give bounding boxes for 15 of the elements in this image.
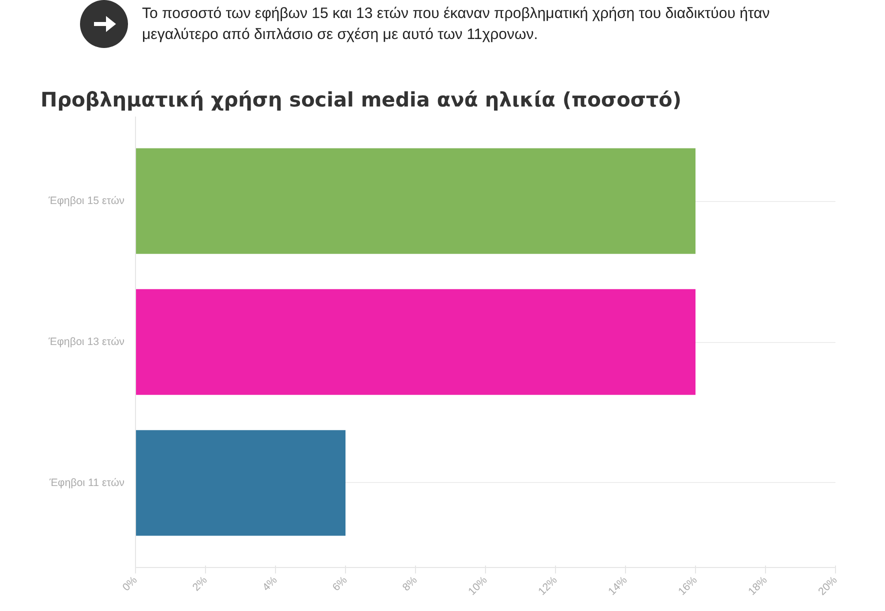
y-tick-label: Έφηβοι 15 ετών	[48, 195, 125, 208]
x-tick-label: 12%	[536, 574, 560, 598]
x-tick-label: 16%	[676, 574, 700, 598]
x-tick-label: 4%	[260, 574, 280, 594]
chart-title: Προβληματική χρήση social media ανά ηλικία (ποσοστό)	[40, 88, 682, 112]
x-tick-label: 18%	[746, 574, 770, 598]
y-tick-label: Έφηβοι 11 ετών	[48, 476, 125, 489]
x-tick-label: 2%	[190, 574, 210, 594]
x-tick-label: 0%	[120, 574, 140, 594]
x-tick-label: 14%	[606, 574, 630, 598]
x-tick-label: 10%	[466, 574, 490, 598]
text: Το ποσοστό των εφήβων 15 και 13 ετών που έκαναν προβληματική χρήση του διαδικτύου ήταν μεγαλύτερο από διπλάσιο σε σχέση με αυτό των 11χρονων.	[142, 4, 771, 45]
x-tick-label: 6%	[330, 574, 350, 594]
y-tick-label: Έφηβοι 13 ετών	[48, 336, 125, 348]
x-tick-label: 8%	[400, 574, 420, 594]
